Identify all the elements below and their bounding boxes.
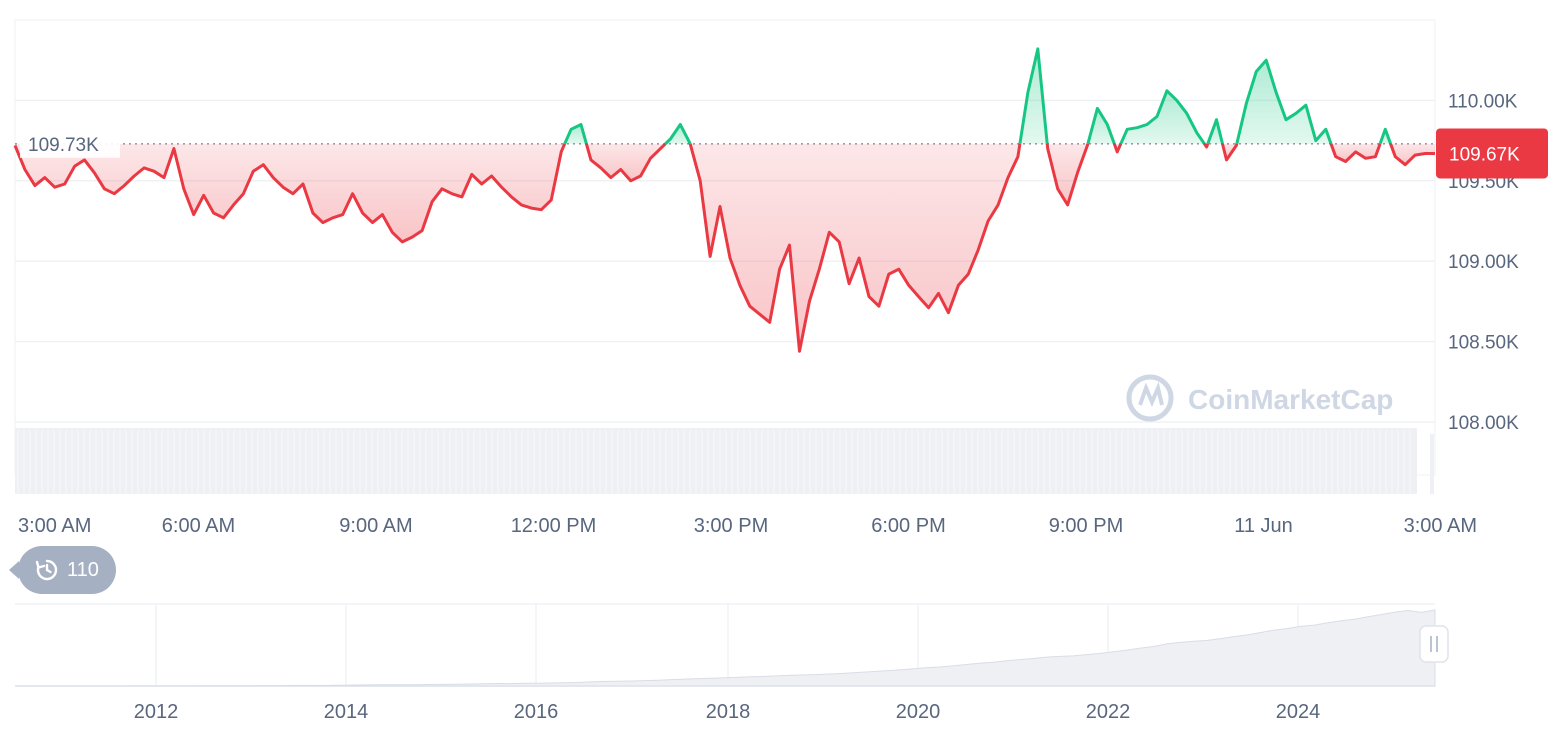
price-line-up xyxy=(1086,106,1116,145)
price-fill-areas xyxy=(15,48,1435,352)
price-fill-above xyxy=(1120,90,1205,144)
history-badge-label: 110 xyxy=(67,558,99,581)
x-tick-label: 12:00 PM xyxy=(511,515,597,537)
price-line-down xyxy=(1389,143,1435,167)
x-tick-label: 9:00 PM xyxy=(1049,515,1123,537)
price-line-down xyxy=(1221,143,1239,162)
price-line-down xyxy=(13,143,567,244)
price-fill-above xyxy=(1087,108,1115,144)
watermark-text: CoinMarketCap xyxy=(1188,384,1393,415)
price-line-down xyxy=(1203,142,1210,149)
price-line-up xyxy=(563,123,588,145)
y-tick-label: 108.50K xyxy=(1448,333,1519,354)
reference-label-background xyxy=(20,129,120,158)
price-line-up xyxy=(1206,118,1224,145)
price-line-up xyxy=(664,123,692,145)
history-icon xyxy=(35,559,58,581)
current-price-tag-background xyxy=(1436,128,1548,179)
price-line-down xyxy=(1045,143,1090,207)
y-tick-label: 110.00K xyxy=(1448,91,1518,112)
price-line-up xyxy=(1018,47,1049,145)
navigator-tick-label: 2024 xyxy=(1276,701,1321,723)
y-tick-label: 109.00K xyxy=(1448,252,1519,273)
navigator-tick-label: 2012 xyxy=(134,701,179,723)
coinmarketcap-logo-icon xyxy=(1126,374,1174,422)
x-axis: 3:00 AM 6:00 AM 9:00 AM 12:00 PM 3:00 PM 6:00… xyxy=(18,515,1477,537)
price-line-down xyxy=(688,143,1022,353)
price-line-up xyxy=(1378,127,1393,145)
volume-bar xyxy=(1430,434,1434,494)
price-fill-below xyxy=(690,143,1020,352)
price-line-down xyxy=(584,142,667,183)
x-tick-label: 6:00 PM xyxy=(871,515,945,537)
history-badge[interactable]: 110 xyxy=(9,546,116,594)
navigator-handle[interactable] xyxy=(1419,625,1449,663)
current-price-label: 109.67K xyxy=(1449,144,1520,165)
price-line xyxy=(13,47,1435,353)
navigator-chart[interactable]: 2012 2014 2016 2018 2020 2022 2024 xyxy=(0,600,1566,732)
navigator-area xyxy=(15,609,1436,687)
price-fill-below xyxy=(1047,143,1088,205)
navigator-x-axis: 2012 2014 2016 2018 2020 2022 2024 xyxy=(134,701,1321,723)
price-line-up xyxy=(1235,58,1333,145)
x-tick-label: 6:00 AM xyxy=(162,515,235,537)
price-fill-below xyxy=(15,143,565,242)
price-fill-below xyxy=(1390,143,1435,165)
x-tick-label: 9:00 AM xyxy=(339,515,412,537)
current-price-tag: 109.67K xyxy=(1436,128,1548,179)
y-tick-label: 108.00K xyxy=(1448,413,1519,434)
reference-label: 109.73K xyxy=(28,135,99,156)
volume-bars xyxy=(15,428,1434,494)
price-line-down xyxy=(1112,143,1123,154)
price-fill-above xyxy=(1019,48,1048,144)
navigator-tick-label: 2016 xyxy=(514,701,559,723)
x-tick-label: 11 Jun xyxy=(1234,515,1293,537)
reference-line: 109.73K xyxy=(15,129,1435,158)
navigator-tick-label: 2020 xyxy=(896,701,941,723)
x-tick-label: 3:00 PM xyxy=(694,515,768,537)
navigator-tick-label: 2022 xyxy=(1086,701,1131,723)
x-tick-label: 3:00 AM xyxy=(1404,515,1477,537)
volume-bar xyxy=(15,428,1417,494)
coinmarketcap-watermark: CoinMarketCap xyxy=(1126,374,1393,422)
navigator-tick-label: 2014 xyxy=(324,701,369,723)
navigator-tick-label: 2018 xyxy=(706,701,751,723)
x-tick-label: 3:00 AM xyxy=(18,515,91,537)
main-chart-svg: CoinMarketCap 110.00K109.50K109.00K108.5… xyxy=(13,19,1548,537)
price-fill-above xyxy=(1236,60,1332,144)
price-line-up xyxy=(1119,89,1206,145)
price-line-down xyxy=(1329,143,1382,163)
